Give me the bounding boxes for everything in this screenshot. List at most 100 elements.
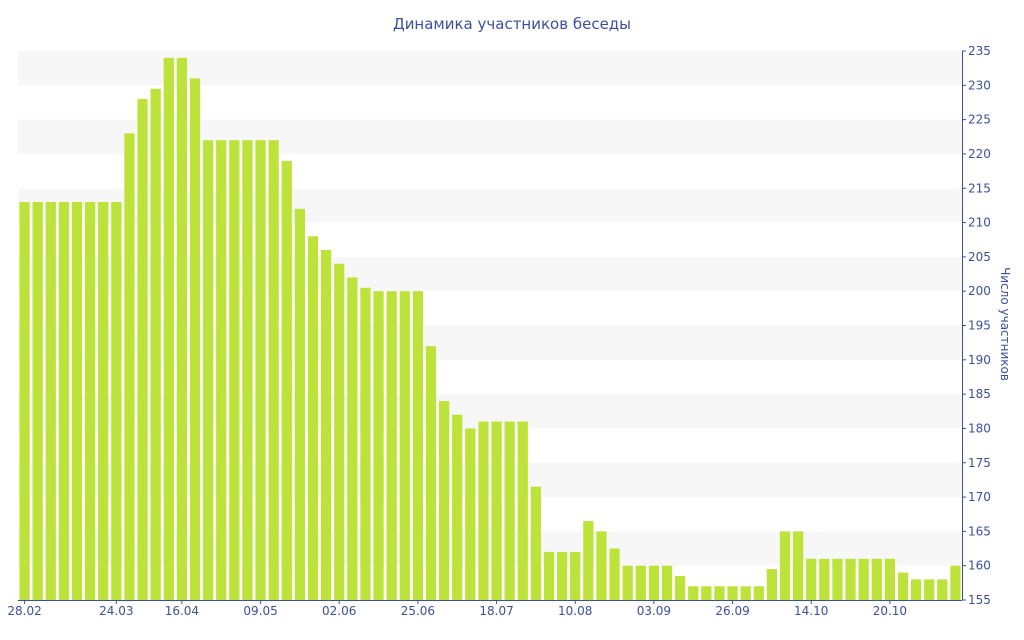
bar (412, 291, 424, 600)
bar (596, 531, 607, 600)
bar (543, 551, 555, 600)
y-tick-label: 180 (968, 421, 991, 435)
bar (530, 486, 542, 600)
grid-band (18, 119, 962, 154)
x-tick-label: 16.04 (165, 604, 199, 618)
bar (766, 569, 778, 600)
bar (491, 421, 502, 600)
bar (727, 586, 738, 600)
grid-band (18, 531, 962, 566)
bar (753, 586, 764, 600)
grid-band (18, 462, 962, 498)
bar (635, 565, 646, 600)
grid-band (18, 497, 962, 532)
bar (229, 140, 240, 600)
bar (583, 521, 594, 600)
bar (71, 201, 83, 600)
bar (32, 201, 43, 600)
bar (386, 291, 397, 600)
bar (609, 548, 620, 600)
bar (478, 421, 489, 600)
bar (832, 558, 843, 600)
y-tick-label: 165 (968, 524, 991, 538)
grid-band (18, 188, 962, 223)
grid-band (18, 85, 962, 120)
bar (45, 201, 56, 600)
bar (924, 579, 935, 600)
bar (845, 558, 856, 600)
bar-series (19, 57, 961, 601)
bar (792, 531, 804, 600)
y-tick-label: 215 (968, 181, 991, 195)
bar (202, 140, 214, 600)
bar (937, 579, 948, 600)
grid-band (18, 325, 962, 360)
bar (884, 558, 896, 600)
y-tick-label: 175 (968, 456, 991, 470)
bar (347, 277, 358, 600)
bar (910, 579, 922, 600)
bar (570, 551, 581, 600)
y-axis-label: Число участников (998, 267, 1012, 381)
bar (163, 57, 174, 601)
bar (176, 57, 188, 601)
bar (268, 140, 279, 600)
x-tick-label: 26.09 (715, 604, 749, 618)
y-tick-label: 155 (968, 593, 991, 607)
bar (858, 558, 869, 600)
x-tick-label: 25.06 (401, 604, 435, 618)
bar (137, 99, 148, 600)
bar (556, 551, 568, 600)
bar (425, 346, 437, 600)
grid-band (18, 153, 962, 189)
x-tick-label: 10.08 (558, 604, 592, 618)
grid-band (18, 222, 962, 257)
y-tick-label: 160 (968, 559, 991, 573)
y-tick-label: 190 (968, 353, 991, 367)
bar (740, 586, 751, 600)
bar (465, 428, 476, 600)
bar (373, 291, 384, 600)
grid-band (18, 51, 962, 86)
y-tick-label: 205 (968, 250, 991, 264)
bar (150, 88, 161, 601)
y-tick-label: 185 (968, 387, 991, 401)
bar (819, 558, 830, 600)
y-tick-label: 220 (968, 147, 991, 161)
bar (360, 287, 371, 600)
bar (871, 558, 882, 600)
y-tick-label: 230 (968, 78, 991, 92)
x-tick-label: 14.10 (794, 604, 828, 618)
grid-band (18, 394, 962, 429)
y-tick-label: 210 (968, 216, 991, 230)
bar (622, 565, 633, 600)
x-tick-label: 20.10 (873, 604, 907, 618)
bar (124, 133, 135, 600)
bar (504, 421, 515, 600)
y-axis: 155 160 165 170 175 180 185 190 195 200 205 210 215 2… (962, 44, 991, 607)
grid-band (18, 291, 962, 326)
grid-bands (18, 51, 962, 600)
bar (661, 565, 673, 600)
y-tick-label: 225 (968, 113, 991, 127)
bar (701, 586, 712, 600)
y-tick-label: 170 (968, 490, 991, 504)
bar (674, 575, 686, 600)
bar (111, 201, 122, 600)
grid-band (18, 565, 962, 600)
x-tick-label: 18.07 (479, 604, 513, 618)
bar (281, 160, 292, 601)
bar (806, 558, 817, 600)
bar (950, 565, 961, 600)
grid-band (18, 359, 962, 395)
x-tick-label: 24.03 (99, 604, 133, 618)
bar (98, 201, 109, 600)
y-tick-label: 235 (968, 44, 991, 58)
bar (399, 291, 410, 600)
bar (517, 421, 528, 600)
grid-band (18, 428, 962, 463)
bar (334, 263, 345, 600)
bar (438, 400, 450, 600)
bar (255, 140, 266, 600)
grid-band (18, 256, 962, 292)
